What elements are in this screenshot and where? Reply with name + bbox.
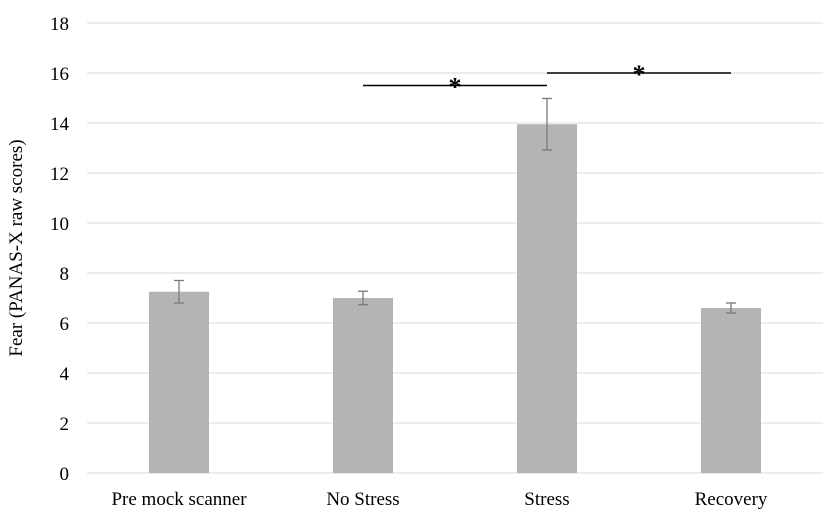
significance-star-1: *	[449, 73, 462, 102]
x-category-label-pre-mock-scanner: Pre mock scanner	[111, 489, 247, 510]
bar-pre-mock-scanner	[149, 291, 209, 473]
y-tick-label-10: 10	[50, 214, 69, 235]
x-category-label-no-stress: No Stress	[326, 489, 399, 510]
y-axis-title: Fear (PANAS-X raw scores)	[6, 139, 27, 356]
y-tick-label-8: 8	[60, 264, 70, 285]
y-tick-label-6: 6	[60, 314, 70, 335]
x-category-label-stress: Stress	[524, 489, 569, 510]
y-tick-label-4: 4	[60, 364, 70, 385]
y-tick-labels: 0 2 4 6 8 10 12 14 16 18	[50, 14, 70, 485]
significance-star-2: *	[633, 60, 646, 89]
y-tick-label-12: 12	[50, 164, 69, 185]
y-tick-label-18: 18	[50, 14, 69, 35]
bar-stress	[517, 124, 577, 473]
x-category-label-recovery: Recovery	[695, 489, 768, 510]
grid-layer	[87, 22, 823, 474]
bar-layer	[149, 124, 761, 473]
y-tick-label-2: 2	[60, 414, 70, 435]
x-category-labels: Pre mock scanner No Stress Stress Recovery	[111, 489, 767, 510]
y-tick-label-14: 14	[50, 114, 70, 135]
significance-layer: * *	[363, 60, 731, 102]
bar-no-stress	[333, 298, 393, 473]
error-layer	[174, 97, 736, 314]
y-tick-label-16: 16	[50, 64, 69, 85]
bar-recovery	[701, 308, 761, 473]
y-tick-label-0: 0	[60, 464, 70, 485]
